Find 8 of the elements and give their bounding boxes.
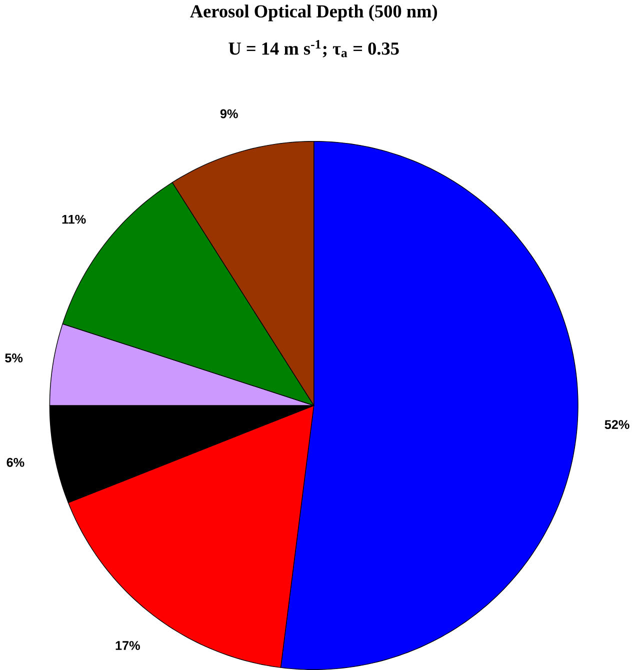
data-label: 6% (6, 458, 24, 467)
data-label: 5% (4, 354, 22, 362)
data-label: 11% (62, 214, 86, 224)
data-label: 52% (604, 420, 630, 430)
chart-subtitle: U = 14 m s$^{-1}$; τ$_{a}$ = 0.35 (228, 40, 399, 58)
chart-title: Aerosol Optical Depth (500 nm) (190, 4, 437, 22)
data-label: 17% (116, 641, 140, 650)
data-label: 9% (220, 109, 238, 118)
